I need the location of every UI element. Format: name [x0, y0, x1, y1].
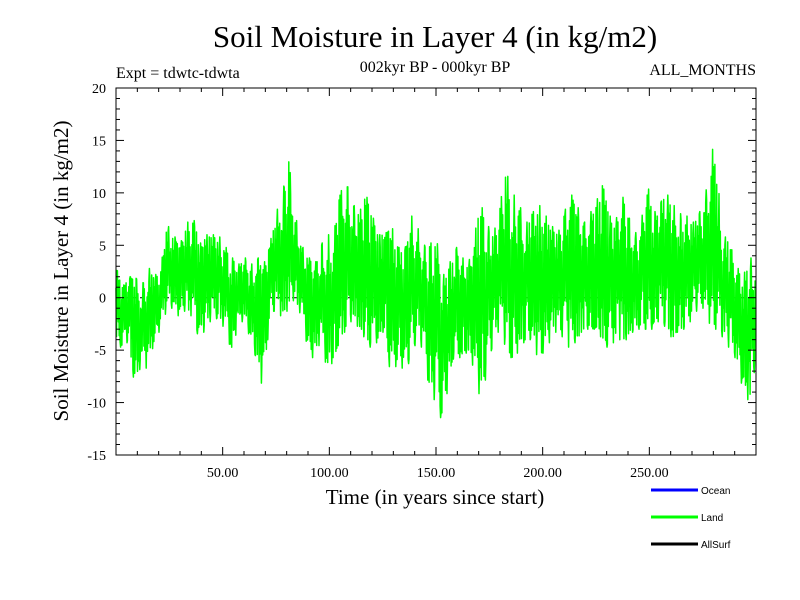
y-tick-label: -10: [87, 397, 106, 412]
plot-area: [115, 148, 757, 419]
y-tick-label: -15: [87, 449, 106, 464]
y-tick-label: 5: [99, 239, 106, 254]
x-tick-label: 200.00: [523, 466, 562, 481]
y-tick-label: 10: [92, 187, 106, 202]
legend-label-ocean: Ocean: [701, 486, 730, 497]
land-series-line: [115, 148, 757, 419]
chart-title: Soil Moisture in Layer 4 (in kg/m2): [213, 19, 657, 54]
y-tick-label: 20: [92, 82, 106, 97]
y-tick-label: -5: [94, 344, 106, 359]
x-tick-label: 250.00: [630, 466, 669, 481]
time-range-label: 002kyr BP - 000kyr BP: [360, 59, 511, 76]
x-tick-label: 50.00: [207, 466, 239, 481]
axes: -15 -10 -5 0 5 10 15 20 50.00 100.00 150.00 200.00 2…: [87, 82, 757, 481]
legend-label-allsurf: AllSurf: [701, 540, 731, 551]
months-label: ALL_MONTHS: [649, 62, 756, 79]
legend: Ocean Land AllSurf: [651, 486, 731, 551]
y-tick-label: 0: [99, 292, 106, 307]
y-tick-label: 15: [92, 134, 106, 149]
y-axis-label: Soil Moisture in Layer 4 (in kg/m2): [49, 121, 73, 422]
x-tick-label: 100.00: [310, 466, 349, 481]
x-axis-label: Time (in years since start): [326, 485, 545, 509]
legend-label-land: Land: [701, 513, 723, 524]
x-tick-label: 150.00: [417, 466, 456, 481]
experiment-label: Expt = tdwtc-tdwta: [116, 65, 240, 82]
